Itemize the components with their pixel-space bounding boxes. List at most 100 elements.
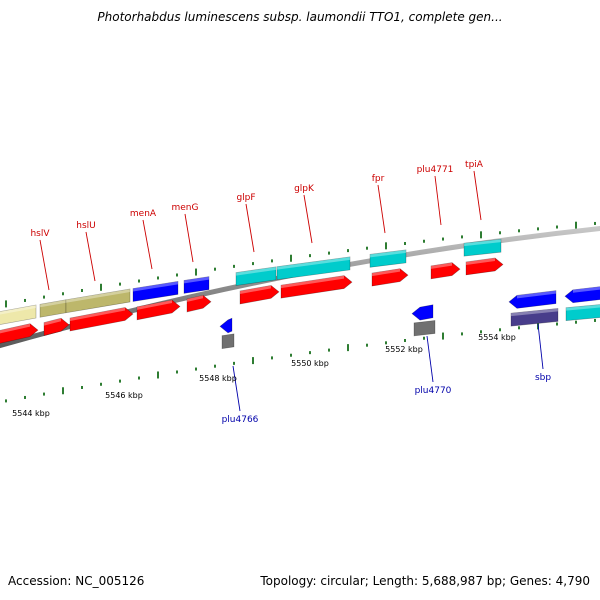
cds-8-highlight bbox=[372, 268, 400, 277]
gene-menG-box-highlight bbox=[184, 276, 209, 284]
gene-glpF-box bbox=[235, 266, 277, 286]
gene-edge-blue-highlight bbox=[573, 286, 600, 293]
cds-7-shape bbox=[280, 275, 353, 299]
gene-edge-blue bbox=[564, 286, 600, 304]
minor-tick bbox=[24, 298, 26, 302]
minor-tick bbox=[138, 279, 140, 283]
gene-glpK-box-shape bbox=[276, 256, 351, 281]
gene-fpr-box bbox=[369, 249, 407, 268]
gene-edge-cyan bbox=[565, 304, 600, 321]
cds-6-highlight bbox=[240, 285, 271, 294]
minor-tick bbox=[138, 376, 140, 380]
gene-edge-cyan-shape bbox=[565, 304, 600, 321]
minor-tick bbox=[233, 361, 235, 365]
gene-sbp-box-highlight bbox=[517, 290, 556, 299]
minor-tick bbox=[404, 339, 406, 343]
minor-tick bbox=[385, 341, 387, 345]
leader-glpK bbox=[303, 194, 313, 244]
minor-tick bbox=[62, 292, 64, 296]
minor-tick bbox=[518, 326, 520, 330]
accession-text: Accession: NC_005126 bbox=[8, 574, 145, 588]
gene-sbp-box-shape bbox=[508, 290, 557, 309]
cds-7 bbox=[280, 275, 353, 299]
gene-menG-box-shape bbox=[183, 276, 210, 294]
leader-hslV bbox=[39, 239, 50, 291]
gene-fpr-box-shape bbox=[369, 249, 407, 268]
leader-sbp bbox=[537, 323, 544, 370]
scale-label: 5544 kbp bbox=[12, 409, 50, 418]
tick-marks bbox=[5, 221, 596, 403]
major-tick bbox=[252, 357, 254, 365]
minor-tick bbox=[214, 267, 216, 271]
minor-tick bbox=[290, 353, 292, 357]
gene-label-plu4771: plu4771 bbox=[417, 165, 454, 175]
minor-tick bbox=[575, 320, 577, 324]
minor-tick bbox=[271, 356, 273, 360]
minor-tick bbox=[366, 246, 368, 250]
minor-tick bbox=[119, 379, 121, 383]
cds-3-highlight bbox=[70, 307, 125, 322]
cds-2-shape bbox=[43, 317, 70, 336]
minor-tick bbox=[271, 259, 273, 263]
leader-tpiA bbox=[473, 170, 482, 221]
scale-label: 5552 kbp bbox=[385, 345, 423, 354]
minor-tick bbox=[195, 367, 197, 371]
gene-label-menA: menA bbox=[130, 209, 157, 219]
scale-label: 5550 kbp bbox=[291, 359, 329, 368]
cds-3-shape bbox=[69, 307, 134, 332]
gene-tpiA-box-highlight bbox=[464, 239, 501, 247]
minor-tick bbox=[328, 348, 330, 352]
gene-plu4770-box bbox=[411, 304, 434, 321]
gene-pale-highlight bbox=[0, 305, 36, 315]
cds-10-highlight bbox=[466, 257, 495, 265]
gene-menA-box-highlight bbox=[133, 281, 178, 292]
cds-1-highlight bbox=[0, 323, 30, 334]
minor-tick bbox=[24, 395, 26, 399]
gene-plu4770-gray bbox=[413, 320, 436, 337]
minor-tick bbox=[43, 295, 45, 299]
cds-4-shape bbox=[136, 299, 181, 321]
cds-8-shape bbox=[371, 268, 409, 287]
gene-pale bbox=[0, 304, 37, 325]
gene-menA-box bbox=[132, 280, 179, 302]
gene-label-hslV: hslV bbox=[30, 229, 50, 239]
gene-label-plu4766: plu4766 bbox=[222, 415, 259, 425]
gene-sbp-slate bbox=[510, 308, 559, 327]
cds-6 bbox=[239, 285, 280, 305]
minor-tick bbox=[480, 330, 482, 334]
minor-tick bbox=[461, 235, 463, 239]
gene-label-menG: menG bbox=[172, 203, 199, 213]
gene-hslU-box-highlight bbox=[66, 288, 130, 303]
major-tick bbox=[195, 268, 197, 276]
minor-tick bbox=[556, 322, 558, 326]
cds-5-highlight bbox=[187, 295, 203, 302]
minor-tick bbox=[5, 399, 7, 403]
major-tick bbox=[100, 283, 102, 291]
minor-tick bbox=[214, 364, 216, 368]
gene-plu4770-gray-shape bbox=[413, 320, 436, 337]
gene-tpiA-box-shape bbox=[463, 238, 502, 257]
minor-tick bbox=[100, 382, 102, 386]
leader-hslU bbox=[85, 231, 96, 282]
gene-hslV-box-highlight bbox=[40, 299, 66, 308]
scale-label: 5546 kbp bbox=[105, 391, 143, 400]
gene-label-fpr: fpr bbox=[372, 174, 385, 184]
minor-tick bbox=[423, 336, 425, 340]
gene-sbp-slate-shape bbox=[510, 308, 559, 327]
minor-tick bbox=[499, 231, 501, 235]
minor-tick bbox=[461, 332, 463, 336]
gene-features bbox=[0, 238, 600, 349]
minor-tick bbox=[556, 225, 558, 229]
major-tick bbox=[480, 231, 482, 239]
gene-edge-cyan-highlight bbox=[566, 304, 600, 311]
minor-tick bbox=[537, 227, 539, 231]
leader-menG bbox=[184, 213, 194, 263]
leader-glpF bbox=[245, 203, 255, 253]
gene-label-glpK: glpK bbox=[294, 184, 315, 194]
major-tick bbox=[62, 387, 64, 395]
gene-hslU-box-shape bbox=[65, 288, 131, 314]
minor-tick bbox=[157, 276, 159, 280]
scale-labels: 5544 kbp 5546 kbp 5548 kbp 5550 kbp 5552 kbp… bbox=[12, 333, 516, 418]
major-tick bbox=[5, 300, 7, 308]
